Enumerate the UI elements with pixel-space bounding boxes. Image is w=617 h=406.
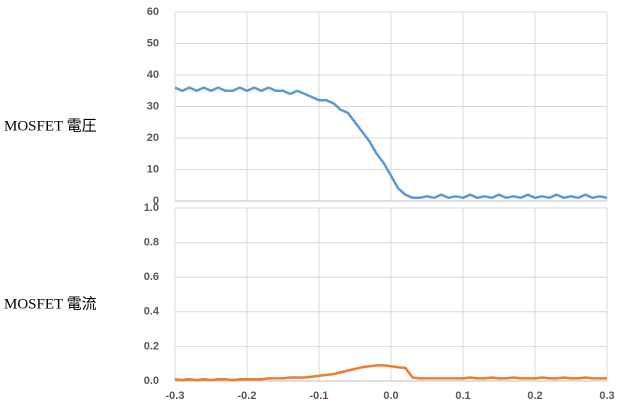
y-tick-label: 60: [147, 6, 159, 18]
y-tick-label: 40: [147, 69, 159, 81]
y-tick-label: 0.4: [144, 306, 160, 318]
y-tick-label: 20: [147, 132, 159, 144]
y-tick-label: 10: [147, 163, 159, 175]
y-tick-label: 1.0: [144, 202, 159, 214]
x-tick-label: -0.3: [166, 390, 185, 402]
y-tick-label: 0: [153, 195, 159, 207]
x-tick-label: 0.2: [527, 390, 542, 402]
data-line: [174, 364, 607, 382]
y-tick-label: 50: [147, 37, 159, 49]
x-tick-label: -0.1: [310, 390, 329, 402]
x-tick-label: 0.1: [455, 390, 470, 402]
x-tick-label: 0.3: [599, 390, 614, 402]
x-tick-label: -0.2: [238, 390, 257, 402]
y-axis-label: MOSFET 電圧: [4, 118, 97, 134]
y-tick-label: 30: [147, 100, 159, 112]
y-axis-label: MOSFET 電流: [4, 295, 97, 312]
y-tick-label: 0.0: [144, 375, 159, 387]
data-line: [174, 86, 608, 200]
x-tick-label: 0.0: [383, 390, 398, 402]
y-tick-label: 0.6: [144, 271, 159, 283]
y-tick-label: 0.8: [144, 237, 159, 249]
y-tick-label: 0.2: [144, 340, 159, 352]
